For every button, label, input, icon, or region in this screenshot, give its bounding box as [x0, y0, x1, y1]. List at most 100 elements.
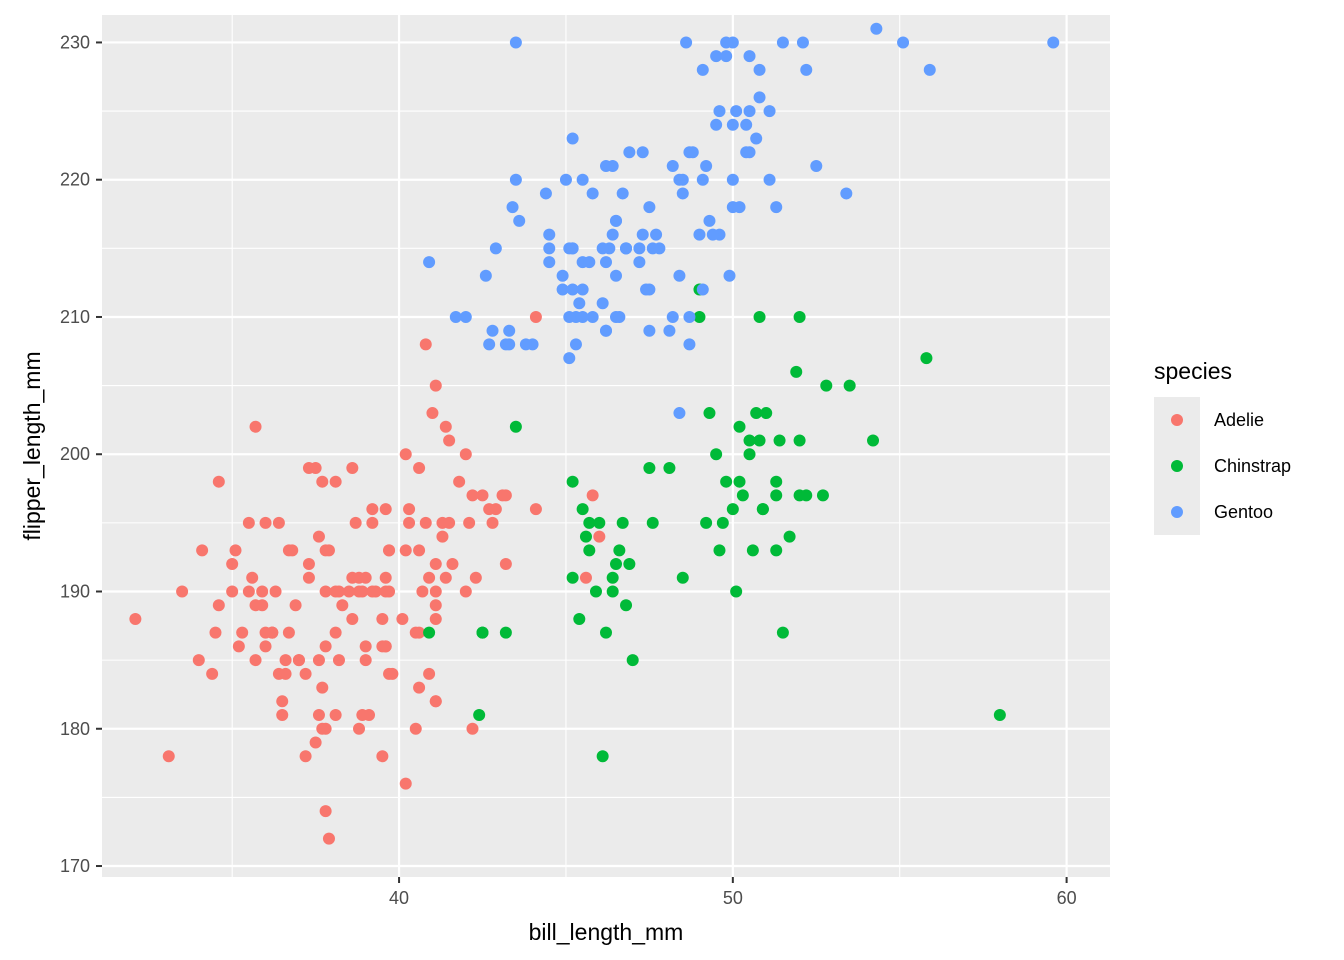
data-point-gentoo: [840, 187, 853, 200]
data-point-adelie: [192, 654, 205, 667]
data-point-adelie: [212, 475, 225, 488]
data-point-gentoo: [576, 283, 589, 296]
data-point-chinstrap: [583, 516, 596, 529]
data-point-adelie: [579, 571, 592, 584]
data-point-adelie: [242, 585, 255, 598]
data-point-gentoo: [566, 242, 579, 255]
data-point-gentoo: [663, 324, 676, 337]
data-point-gentoo: [566, 132, 579, 145]
data-point-gentoo: [643, 324, 656, 337]
data-point-gentoo: [753, 91, 766, 104]
data-point-gentoo: [673, 407, 686, 420]
data-point-adelie: [459, 448, 472, 461]
data-point-gentoo: [763, 105, 776, 118]
data-point-adelie: [319, 805, 332, 818]
data-point-gentoo: [636, 228, 649, 241]
data-point-gentoo: [643, 283, 656, 296]
data-point-adelie: [292, 654, 305, 667]
data-point-gentoo: [723, 269, 736, 282]
data-point-adelie: [289, 599, 302, 612]
data-point-adelie: [279, 654, 292, 667]
data-point-chinstrap: [756, 503, 769, 516]
data-point-gentoo: [713, 105, 726, 118]
x-axis-title: bill_length_mm: [529, 919, 684, 945]
data-point-adelie: [436, 530, 449, 543]
data-point-chinstrap: [716, 516, 729, 529]
legend-key-point: [1171, 506, 1183, 518]
data-point-chinstrap: [473, 709, 486, 722]
data-point-adelie: [226, 585, 239, 598]
data-point-gentoo: [676, 187, 689, 200]
y-tick-label: 220: [60, 170, 90, 190]
data-point-adelie: [429, 585, 442, 598]
legend-label-gentoo: Gentoo: [1214, 502, 1273, 522]
data-point-chinstrap: [596, 750, 609, 763]
data-point-gentoo: [710, 118, 723, 131]
data-point-gentoo: [810, 159, 823, 172]
data-point-gentoo: [796, 36, 809, 49]
data-point-gentoo: [563, 310, 576, 323]
data-point-gentoo: [613, 310, 626, 323]
data-point-adelie: [459, 585, 472, 598]
data-point-adelie: [259, 640, 272, 653]
data-point-adelie: [366, 585, 379, 598]
data-point-adelie: [299, 667, 312, 680]
data-point-gentoo: [720, 50, 733, 63]
data-point-gentoo: [696, 63, 709, 76]
data-point-gentoo: [556, 283, 569, 296]
data-point-gentoo: [740, 118, 753, 131]
data-point-gentoo: [596, 297, 609, 310]
data-point-adelie: [312, 530, 325, 543]
data-point-adelie: [302, 558, 315, 571]
data-point-gentoo: [800, 63, 813, 76]
data-point-adelie: [329, 709, 342, 722]
data-point-chinstrap: [573, 612, 586, 625]
y-axis-title: flipper_length_mm: [19, 351, 45, 540]
y-tick-label: 210: [60, 307, 90, 327]
data-point-chinstrap: [703, 407, 716, 420]
data-point-adelie: [259, 516, 272, 529]
data-point-adelie: [282, 626, 295, 639]
data-point-adelie: [429, 599, 442, 612]
data-point-gentoo: [583, 256, 596, 269]
data-point-gentoo: [519, 338, 532, 351]
data-point-adelie: [349, 516, 362, 529]
data-point-gentoo: [703, 214, 716, 227]
data-point-chinstrap: [700, 516, 713, 529]
data-point-chinstrap: [589, 585, 602, 598]
data-point-adelie: [439, 420, 452, 433]
legend: species Adelie Chinstrap Gentoo: [1154, 358, 1291, 535]
data-point-adelie: [409, 722, 422, 735]
data-point-chinstrap: [476, 626, 489, 639]
data-point-chinstrap: [613, 544, 626, 557]
data-point-chinstrap: [566, 475, 579, 488]
data-point-gentoo: [506, 201, 519, 214]
data-point-chinstrap: [993, 709, 1006, 722]
data-point-adelie: [413, 544, 426, 557]
data-point-gentoo: [543, 228, 556, 241]
data-point-chinstrap: [843, 379, 856, 392]
data-point-chinstrap: [733, 420, 746, 433]
data-point-gentoo: [449, 310, 462, 323]
data-point-adelie: [376, 612, 389, 625]
data-point-adelie: [316, 681, 329, 694]
data-point-adelie: [329, 475, 342, 488]
data-point-adelie: [419, 516, 432, 529]
data-point-adelie: [312, 709, 325, 722]
x-axis: 40 50 60: [389, 877, 1077, 908]
data-point-adelie: [499, 558, 512, 571]
data-point-gentoo: [610, 269, 623, 282]
data-point-adelie: [236, 626, 249, 639]
data-point-adelie: [356, 709, 369, 722]
data-point-gentoo: [620, 242, 633, 255]
y-tick-label: 200: [60, 444, 90, 464]
data-point-chinstrap: [920, 352, 933, 365]
data-point-chinstrap: [867, 434, 880, 447]
x-tick-label: 40: [389, 888, 409, 908]
data-point-gentoo: [673, 269, 686, 282]
data-point-chinstrap: [820, 379, 833, 392]
data-point-chinstrap: [713, 544, 726, 557]
data-point-gentoo: [610, 214, 623, 227]
data-point-chinstrap: [626, 654, 639, 667]
data-point-chinstrap: [606, 571, 619, 584]
